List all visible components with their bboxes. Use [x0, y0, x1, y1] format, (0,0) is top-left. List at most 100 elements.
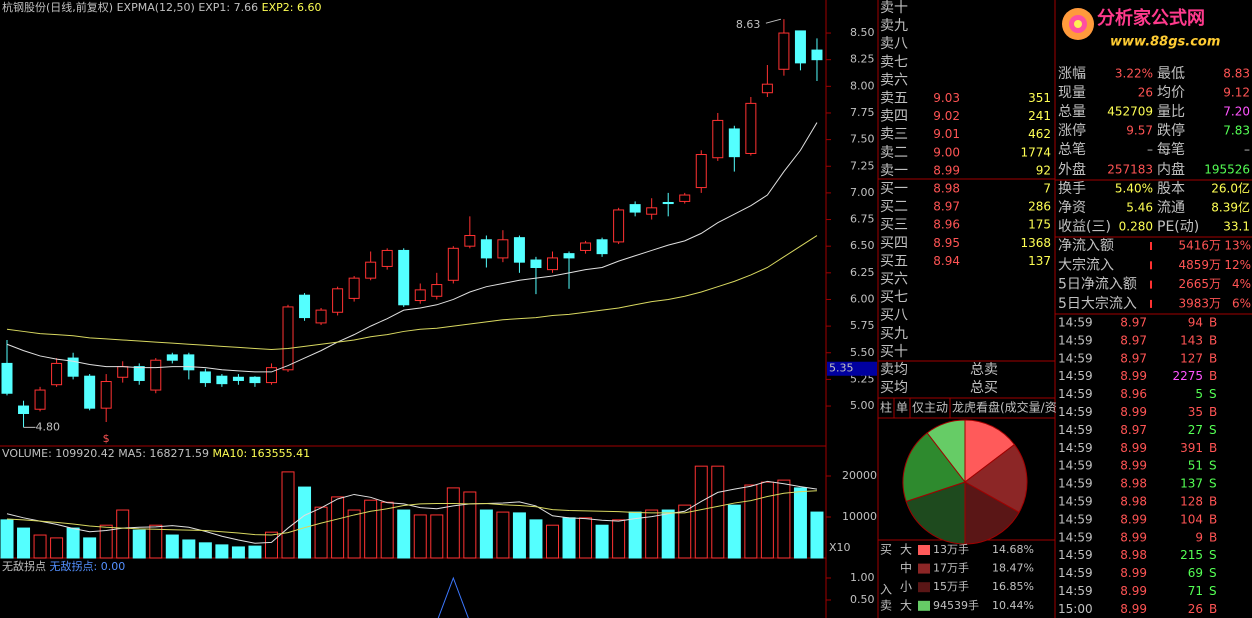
volume-bar [116, 509, 130, 559]
volume-header: VOLUME: 109920.42 MA5: 168271.59 MA10: 1… [2, 447, 310, 460]
candle-body [183, 354, 195, 371]
stat-value: 33.1 [1223, 220, 1250, 234]
flow-tick [1150, 242, 1152, 250]
candle-body [596, 239, 608, 255]
trade-side: B [1209, 495, 1217, 509]
trade-volume: 215 [1180, 548, 1203, 562]
trade-side: B [1209, 369, 1217, 383]
candle-body [728, 128, 740, 158]
tab[interactable]: 龙虎看盘(成交量/资 [952, 400, 1057, 415]
trade-time: 14:59 [1058, 405, 1093, 419]
chart-header: 杭钢股份(日线,前复权) EXPMA(12,50) EXP1: 7.66 EXP… [2, 0, 321, 14]
trade-volume: 5 [1195, 387, 1203, 401]
stat-label: 股本 [1157, 181, 1185, 197]
trade-price: 8.99 [1120, 584, 1147, 598]
stat-label: PE(动) [1157, 219, 1199, 235]
flow-label: 5日净流入额 [1058, 277, 1137, 293]
trade-time: 14:59 [1058, 316, 1093, 330]
tab[interactable]: 柱 [880, 400, 892, 415]
volume-bar [397, 509, 411, 559]
tab[interactable]: 单 [896, 401, 908, 415]
stat-value: 452709 [1107, 105, 1153, 119]
candle-body [546, 257, 558, 271]
book-label: 买七 [880, 290, 908, 306]
indicator-tick-label: 0.50 [850, 593, 875, 606]
book-label: 买二 [880, 199, 908, 215]
stat-label: 涨停 [1058, 122, 1086, 139]
trade-price: 8.99 [1120, 512, 1147, 526]
book-label: 卖八 [880, 36, 908, 52]
book-price: 8.94 [933, 254, 960, 268]
candle-body [365, 261, 377, 279]
trade-price: 8.98 [1120, 477, 1147, 491]
trade-side: B [1209, 602, 1217, 616]
stat-value: 26 [1138, 86, 1153, 100]
exp1-label: EXP1: 7.66 [198, 1, 258, 14]
flow-side: 买 [880, 543, 892, 557]
stat-value: 8.83 [1223, 67, 1250, 81]
volume-bar [33, 534, 47, 559]
book-volume: 351 [1028, 91, 1051, 105]
candle-body [662, 201, 674, 205]
book-label: 买五 [880, 253, 908, 269]
flow-amount: 94539手 [933, 598, 979, 612]
volume-bar [727, 504, 741, 559]
trade-price: 8.97 [1120, 333, 1147, 347]
candle-body [315, 309, 327, 324]
book-label: 卖十 [880, 0, 908, 16]
candle-body [265, 367, 277, 384]
flow-pct: 6% [1232, 296, 1251, 310]
tab[interactable]: 仅主动 [912, 401, 948, 415]
book-label: 买四 [880, 235, 908, 251]
flow-pct: 10.44% [992, 599, 1034, 612]
book-label: 买十 [880, 344, 908, 360]
candle-body [84, 375, 96, 409]
indicator-name: EXPMA(12,50) [117, 1, 195, 14]
stock-name: 杭钢股份(日线,前复权) [2, 0, 113, 14]
book-volume: 241 [1028, 109, 1051, 123]
bid-total: 总买 [970, 380, 998, 396]
book-price: 8.99 [933, 163, 960, 177]
flow-pct: 4% [1232, 277, 1251, 291]
stat-value: 8.39亿 [1211, 200, 1250, 215]
high-arrow [765, 18, 782, 24]
exp1-line [6, 122, 818, 373]
stat-label: 每笔 [1157, 142, 1185, 158]
trade-side: B [1209, 530, 1217, 544]
volume-bar [645, 509, 659, 559]
flow-label: 大宗流入 [1058, 257, 1114, 273]
stat-value: 26.0亿 [1211, 181, 1250, 196]
candle-body [629, 204, 641, 213]
book-label: 卖二 [880, 145, 908, 161]
pie-slice [964, 443, 1028, 514]
volume-bar [17, 527, 31, 559]
volume-bar [529, 519, 543, 559]
candle-body [613, 209, 625, 243]
y-tick-label: 6.25 [850, 266, 875, 279]
candle-body [166, 354, 178, 361]
volume-bar [50, 537, 64, 559]
volume-bar [182, 539, 196, 559]
book-volume: 286 [1028, 200, 1051, 214]
y-tick-label: 5.75 [850, 319, 875, 332]
trade-side: B [1209, 405, 1217, 419]
trade-side: B [1209, 512, 1217, 526]
trade-volume: 9 [1195, 530, 1203, 544]
stat-value: 9.12 [1223, 86, 1250, 100]
trade-time: 14:59 [1058, 566, 1093, 580]
volume-bar [413, 514, 427, 559]
stat-label: 内盘 [1157, 161, 1185, 178]
trade-time: 14:59 [1058, 369, 1093, 383]
book-volume: 7 [1043, 182, 1051, 196]
stat-value: 195526 [1204, 163, 1250, 177]
trade-price: 8.98 [1120, 548, 1147, 562]
book-label: 卖三 [880, 127, 908, 143]
pie-slice [926, 419, 966, 484]
stat-label: 净资 [1058, 200, 1086, 216]
candle-body [497, 239, 509, 259]
volume-bar [512, 512, 526, 559]
pie-slice [902, 432, 966, 503]
trade-volume: 35 [1188, 405, 1203, 419]
trade-price: 8.99 [1120, 459, 1147, 473]
trade-volume: 143 [1180, 333, 1203, 347]
